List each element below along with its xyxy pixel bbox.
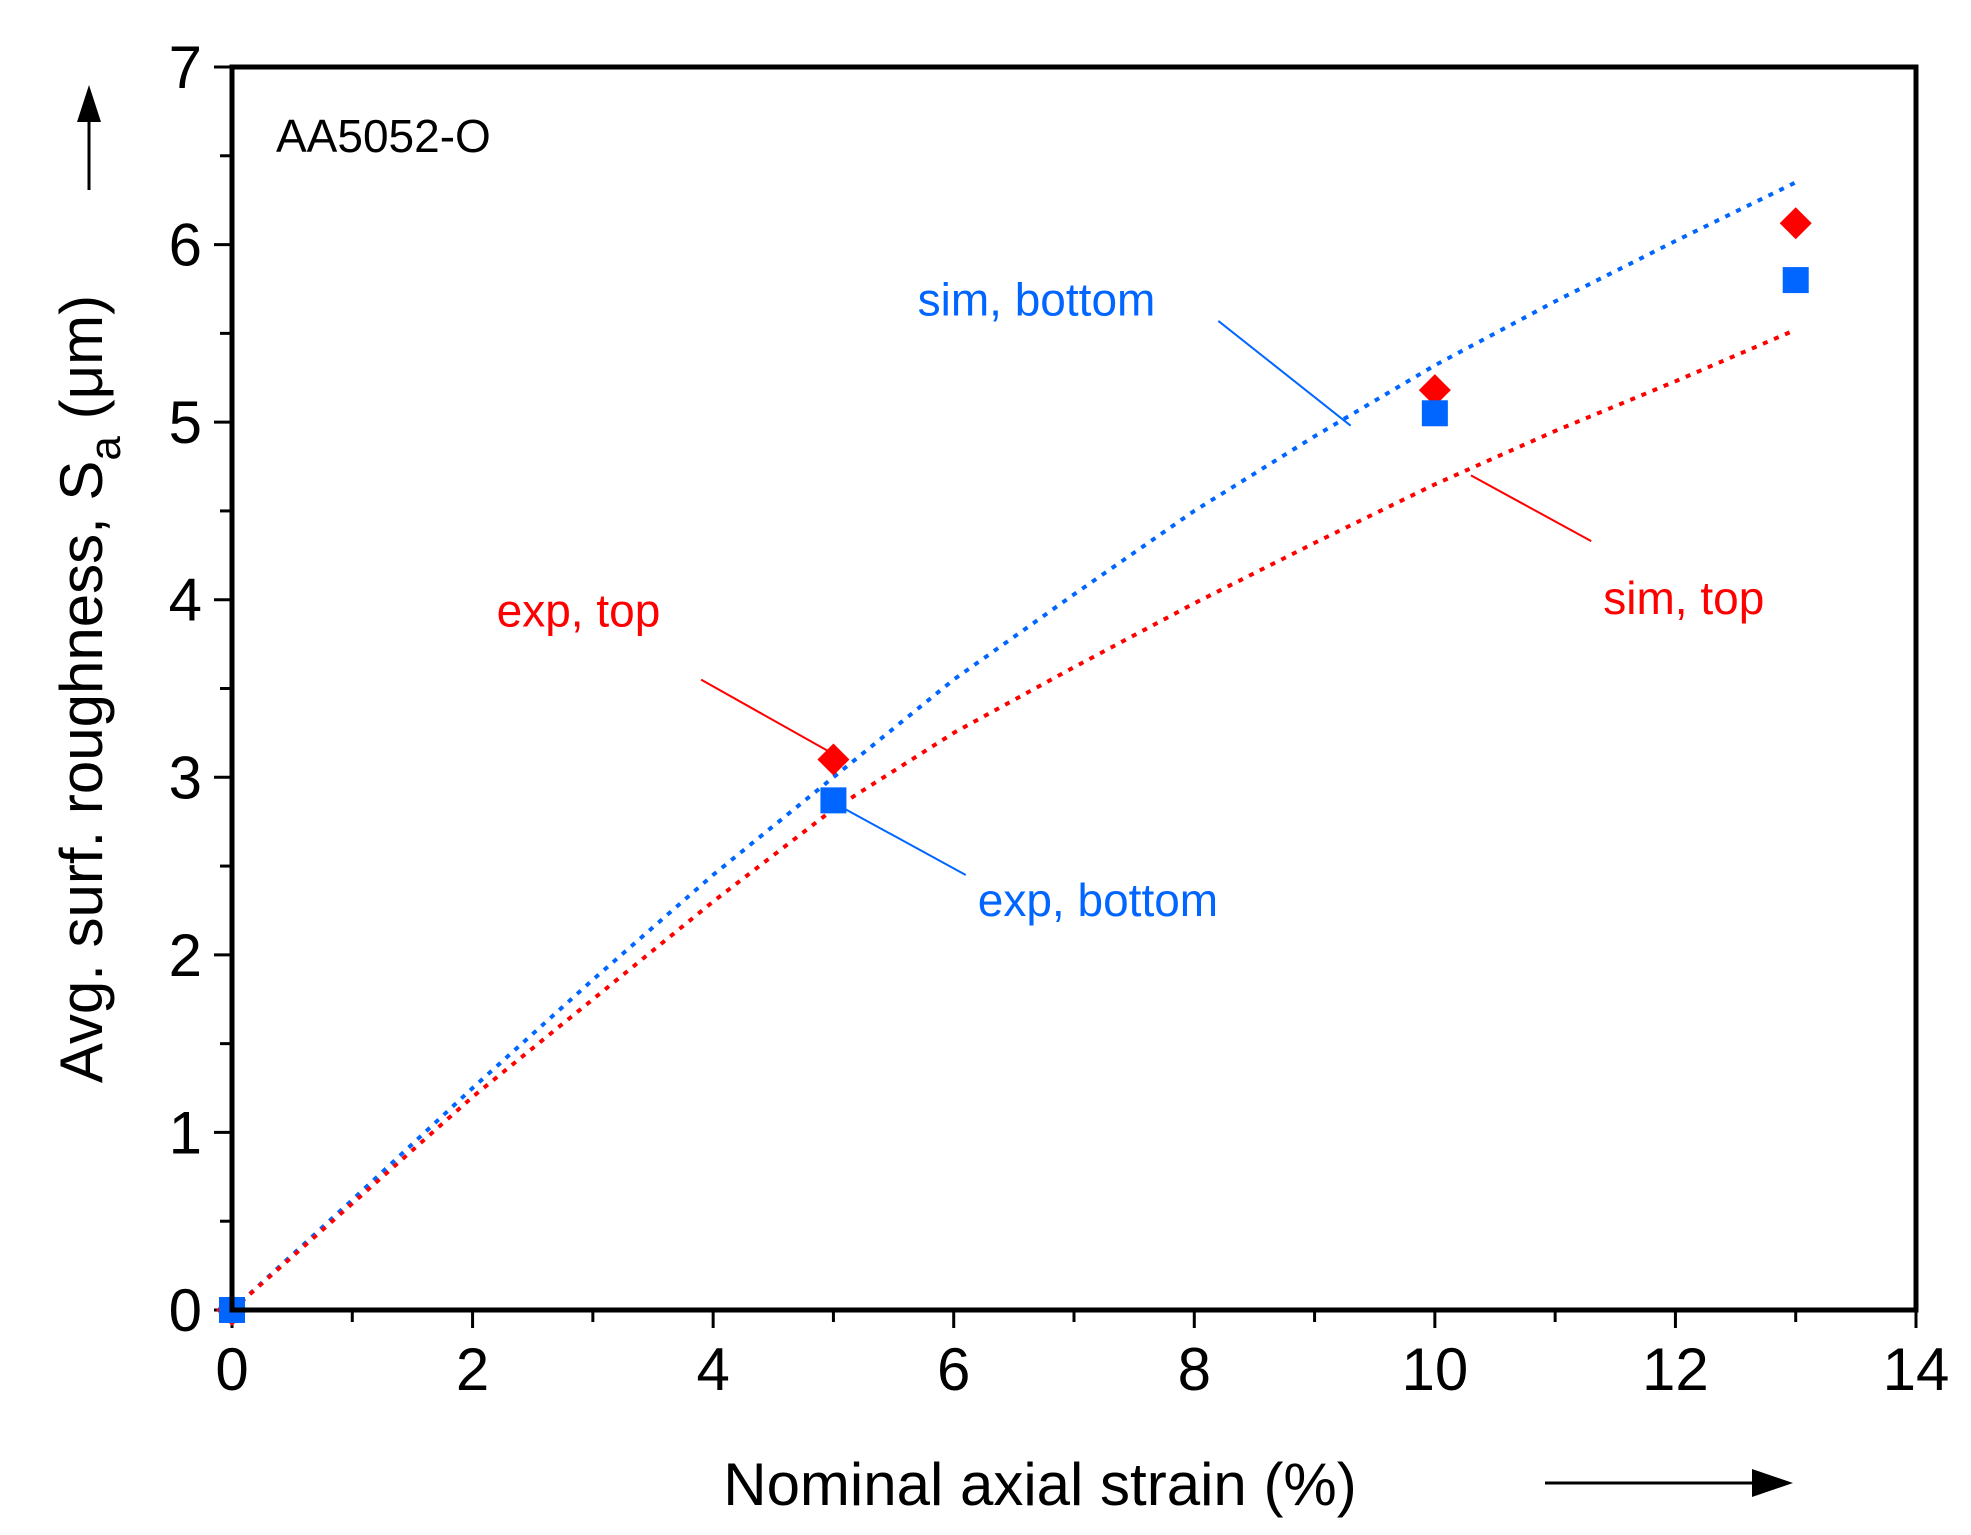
leader-line-sim-top (1470, 474, 1592, 542)
y-axis-title: Avg. surf. roughness, Sa (μm) (48, 295, 130, 1083)
marker-exp-bottom (820, 787, 847, 814)
y-axis-arrow (77, 85, 101, 190)
panel-label: AA5052-O (276, 110, 491, 162)
x-tick-label: 8 (1178, 1336, 1211, 1403)
annotation-sim-top: sim, top (1603, 572, 1764, 624)
annotation-layer: sim, bottom sim, top exp, top exp, bottom (497, 274, 1765, 926)
annotation-exp-bottom: exp, bottom (978, 874, 1218, 926)
y-tick-label: 0 (169, 1277, 202, 1344)
x-tick-label: 0 (215, 1336, 248, 1403)
x-tick-label: 12 (1642, 1336, 1709, 1403)
series-line-sim-bottom (230, 180, 1797, 1312)
x-tick-label: 14 (1883, 1336, 1950, 1403)
y-tick-label: 5 (169, 389, 202, 456)
annotation-sim-bottom: sim, bottom (918, 274, 1156, 326)
series-layer (230, 180, 1797, 1312)
marker-exp-bottom (1421, 400, 1448, 427)
plot-frame (229, 64, 1919, 1313)
y-tick-label: 1 (169, 1099, 202, 1166)
marker-exp-top (1418, 374, 1451, 407)
y-tick-label: 2 (169, 922, 202, 989)
y-tick-label: 6 (169, 212, 202, 279)
x-axis-arrow (1545, 1469, 1793, 1497)
x-tick-label: 6 (937, 1336, 970, 1403)
series-line-sim-top (230, 327, 1797, 1312)
marker-exp-top (1779, 207, 1812, 240)
leader-line-sim-bottom (1217, 320, 1352, 427)
y-tick-label: 4 (169, 567, 202, 634)
annotation-exp-top: exp, top (497, 584, 661, 636)
x-tick-label: 2 (456, 1336, 489, 1403)
marker-exp-bottom (1782, 267, 1809, 294)
x-tick-label: 10 (1401, 1336, 1468, 1403)
y-tick-label: 7 (169, 34, 202, 101)
x-axis-title: Nominal axial strain (%) (723, 1451, 1357, 1518)
x-tick-label: 4 (696, 1336, 729, 1403)
y-tick-label: 3 (169, 744, 202, 811)
leader-line-exp-top (700, 678, 828, 752)
marker-exp-top (817, 743, 850, 776)
leader-line-exp-bottom (844, 808, 967, 876)
marker-layer (216, 207, 1812, 1326)
